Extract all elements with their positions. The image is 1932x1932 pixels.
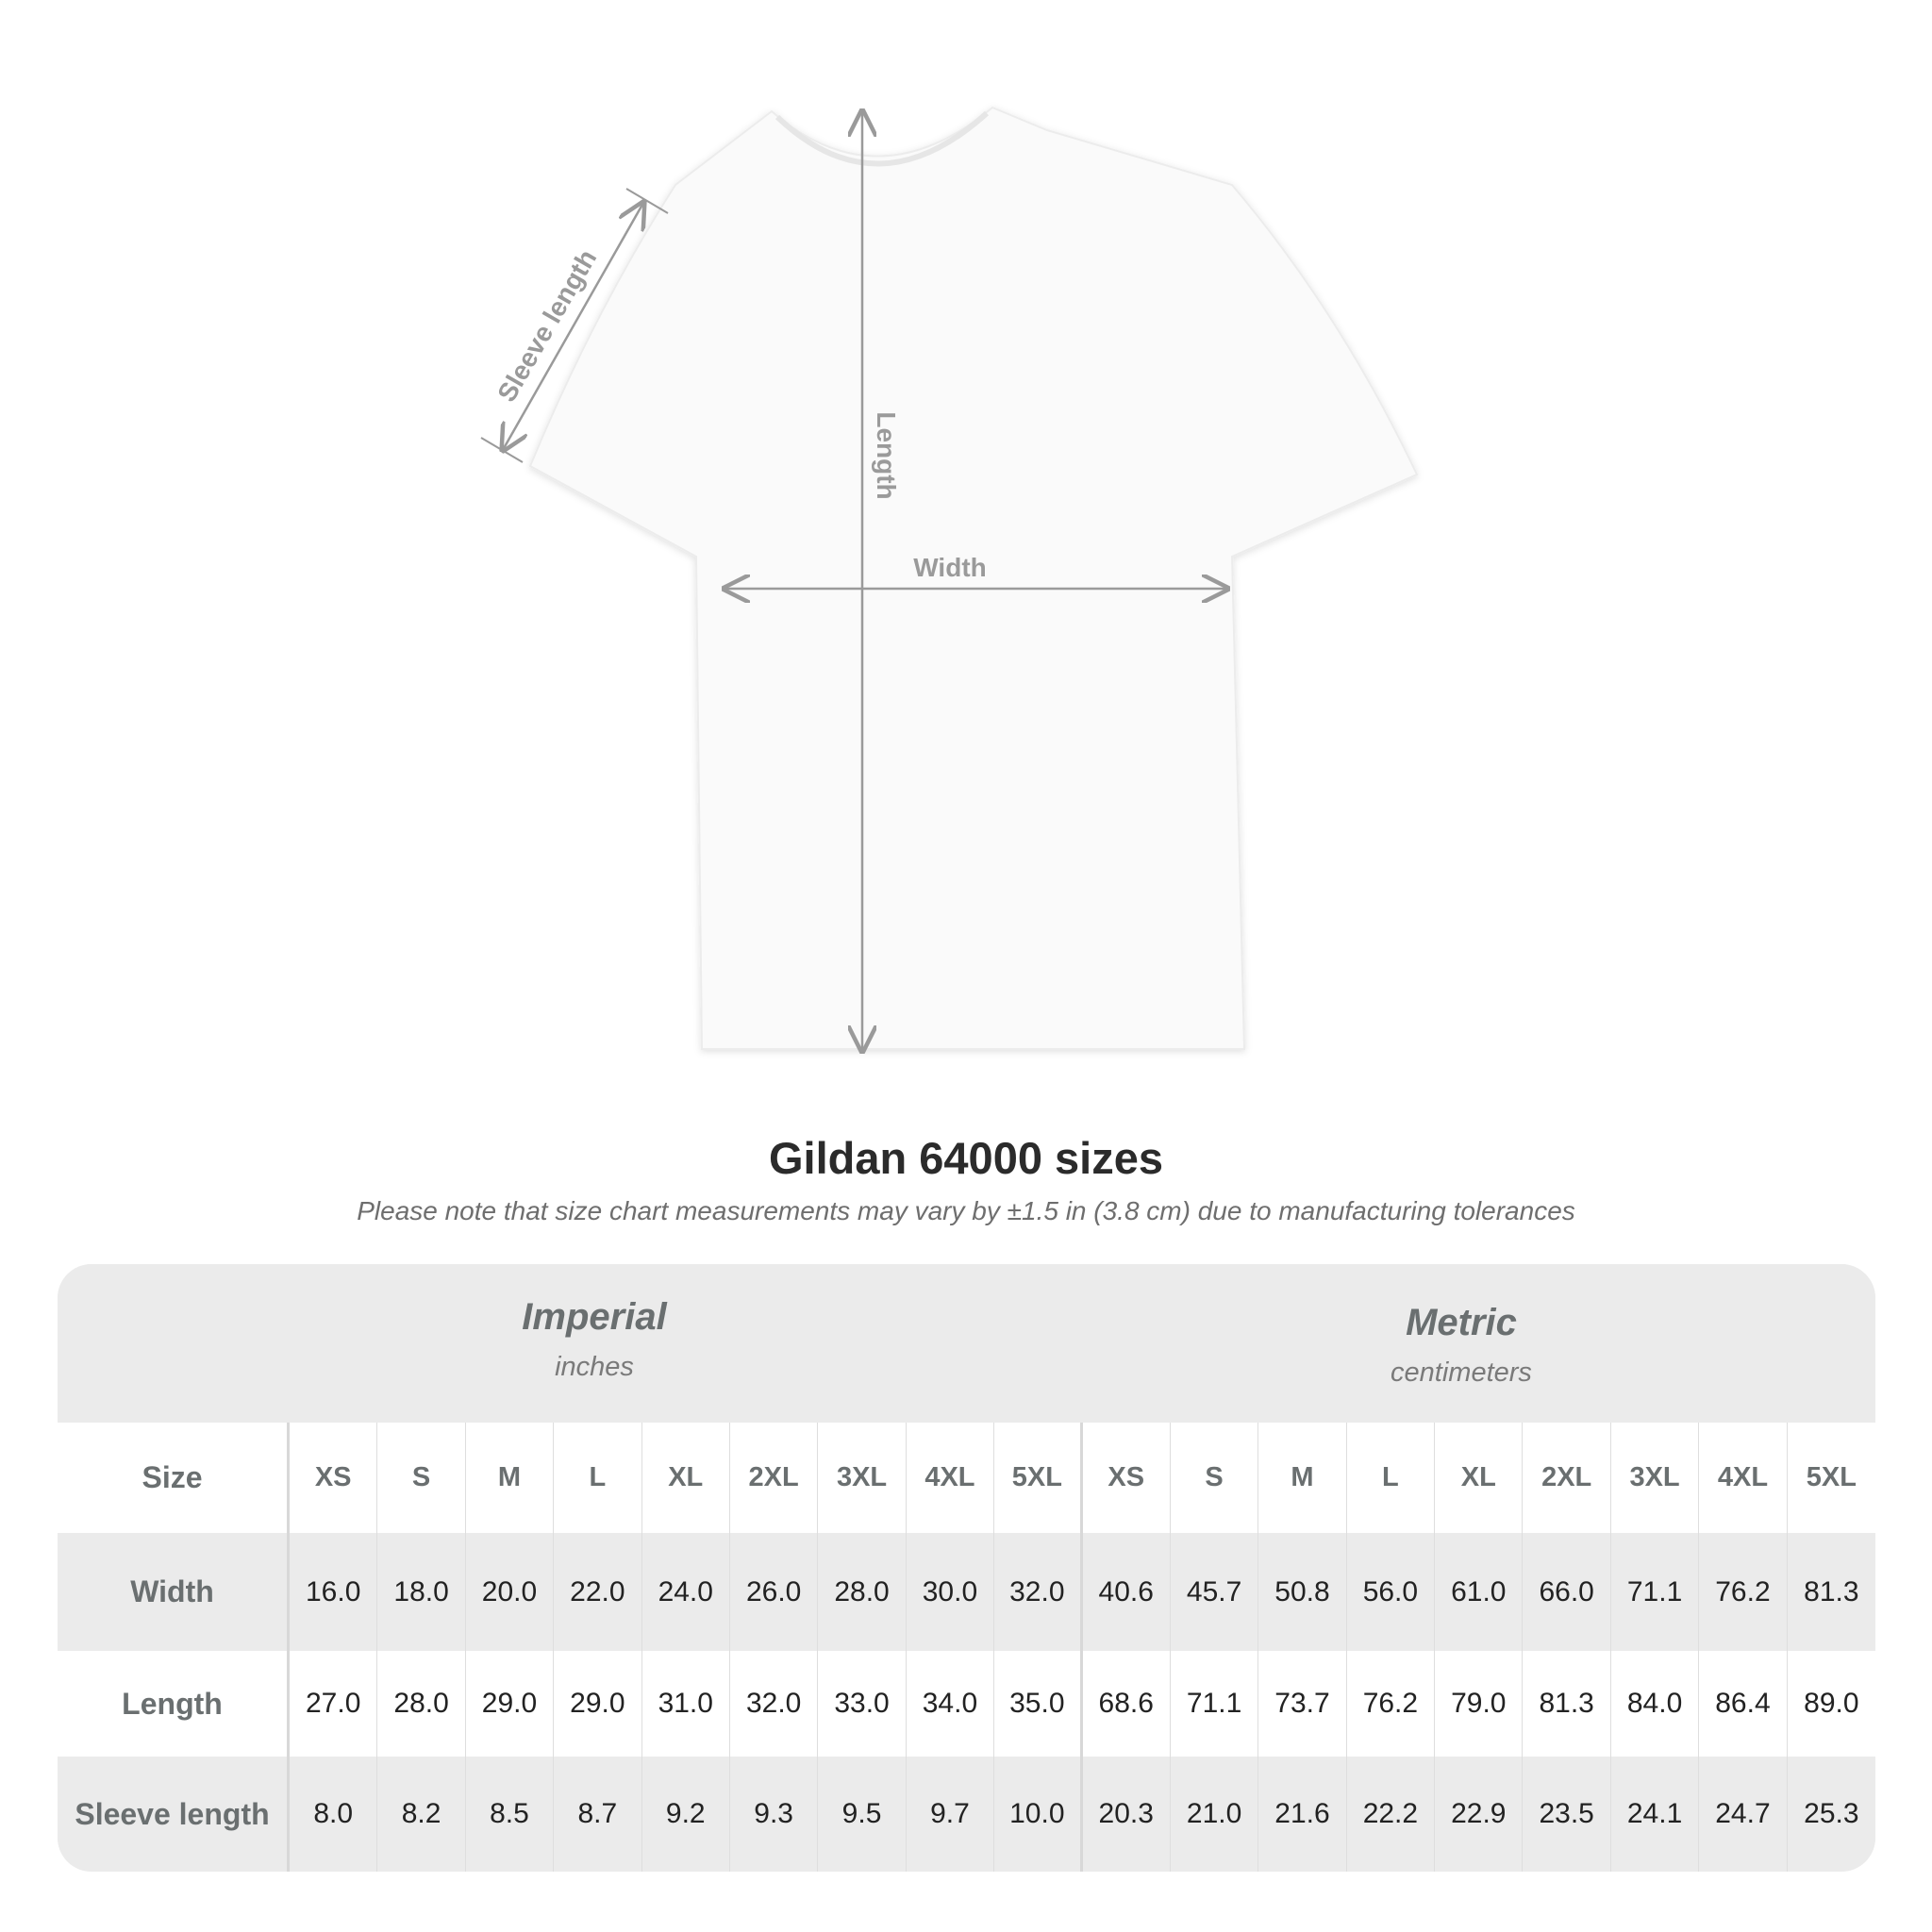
value-cell: 21.6: [1258, 1757, 1347, 1872]
value-cell: 9.7: [907, 1757, 995, 1872]
value-cell: 20.3: [1083, 1757, 1171, 1872]
sleeve-tick-bottom: [480, 437, 524, 463]
value-cell: 56.0: [1347, 1533, 1436, 1651]
value-cell: 71.1: [1171, 1651, 1259, 1757]
value-cell: 35.0: [994, 1651, 1083, 1757]
metric-title: Metric: [1406, 1302, 1517, 1343]
value-cell: 34.0: [907, 1651, 995, 1757]
value-cell: 27.0: [290, 1651, 378, 1757]
tshirt-collar: [774, 110, 990, 167]
size-header-cell: 5XL: [994, 1423, 1083, 1533]
value-cell: 18.0: [377, 1533, 466, 1651]
value-cell: 73.7: [1258, 1651, 1347, 1757]
imperial-unit: inches: [555, 1352, 634, 1382]
value-cell: 9.5: [818, 1757, 907, 1872]
value-cell: 81.3: [1804, 1575, 1859, 1607]
tshirt-diagram: Length Width Sleeve length: [480, 106, 1419, 1094]
size-header-cell: S: [1171, 1423, 1259, 1533]
value-cell: 29.0: [466, 1651, 555, 1757]
value-cell: 40.6: [1083, 1533, 1171, 1651]
value-cell: 22.9: [1435, 1757, 1524, 1872]
value-cell: 86.4: [1699, 1651, 1788, 1757]
length-label: Length: [872, 411, 901, 499]
tolerance-note: Please note that size chart measurements…: [357, 1196, 1575, 1225]
table-row: Width 16.0 18.0 20.0 22.0 24.0 26.0 28.0 30.0 32.…: [58, 1533, 1875, 1651]
value-cell: 79.0: [1435, 1651, 1524, 1757]
value-cell: 84.0: [1611, 1651, 1700, 1757]
value-cell: 22.0: [554, 1533, 642, 1651]
unit-header: Imperial inches Metric centimeters: [58, 1264, 1875, 1423]
size-header-cell: 5XL: [1806, 1462, 1857, 1492]
size-header-cell: 4XL: [907, 1423, 995, 1533]
size-header-cell: L: [554, 1423, 642, 1533]
width-label: Width: [913, 553, 987, 582]
size-header-cell: XS: [290, 1423, 378, 1533]
value-cell: 21.0: [1171, 1757, 1259, 1872]
value-cell: 22.2: [1347, 1757, 1436, 1872]
size-header-cell: XL: [642, 1423, 730, 1533]
value-cell: 61.0: [1435, 1533, 1524, 1651]
size-header-cell: L: [1347, 1423, 1436, 1533]
value-cell: 76.2: [1699, 1533, 1788, 1651]
value-cell: 9.2: [642, 1757, 730, 1872]
imperial-title: Imperial: [522, 1296, 667, 1338]
value-cell: 20.0: [466, 1533, 555, 1651]
size-header-cell: 2XL: [1523, 1423, 1611, 1533]
value-cell: 45.7: [1171, 1533, 1259, 1651]
size-header-cell: S: [377, 1423, 466, 1533]
row-label: Length: [58, 1651, 290, 1757]
row-label: Sleeve length: [58, 1757, 290, 1872]
value-cell: 66.0: [1523, 1533, 1611, 1651]
table-row: Sleeve length 8.0 8.2 8.5 8.7 9.2 9.3 9.5 9.7 10.…: [58, 1757, 1875, 1872]
size-header-cell: M: [466, 1423, 555, 1533]
imperial-header: Imperial inches: [264, 1296, 924, 1383]
row-label: Width: [58, 1533, 290, 1651]
value-cell: 30.0: [907, 1533, 995, 1651]
value-cell: 24.7: [1699, 1757, 1788, 1872]
value-cell: 29.0: [554, 1651, 642, 1757]
value-cell: 23.5: [1523, 1757, 1611, 1872]
table-row: Length 27.0 28.0 29.0 29.0 31.0 32.0 33.0 34.0 35…: [58, 1651, 1875, 1757]
size-header-cell: 2XL: [730, 1423, 819, 1533]
metric-header: Metric centimeters: [1131, 1302, 1791, 1389]
value-cell: 16.0: [290, 1533, 378, 1651]
value-cell: 10.0: [994, 1757, 1083, 1872]
value-cell: 26.0: [730, 1533, 819, 1651]
value-cell: 71.1: [1611, 1533, 1700, 1651]
sleeve-tick-top: [625, 188, 669, 214]
page-title: Gildan 64000 sizes: [768, 1133, 1164, 1183]
value-cell: 32.0: [730, 1651, 819, 1757]
value-cell: 28.0: [377, 1651, 466, 1757]
value-cell: 76.2: [1347, 1651, 1436, 1757]
value-cell: 25.3: [1804, 1798, 1859, 1829]
value-cell: 31.0: [642, 1651, 730, 1757]
size-header-cell: 3XL: [818, 1423, 907, 1533]
value-cell: 8.0: [290, 1757, 378, 1872]
value-cell: 33.0: [818, 1651, 907, 1757]
value-cell: 8.7: [554, 1757, 642, 1872]
value-cell: 68.6: [1083, 1651, 1171, 1757]
size-header-row: Size XS S M L XL 2XL 3XL 4XL 5XL XS S M L XL 2XL 3XL 4XL 5…: [58, 1423, 1875, 1533]
sleeve-measure-line: [503, 203, 643, 450]
value-cell: 50.8: [1258, 1533, 1347, 1651]
value-cell: 81.3: [1523, 1651, 1611, 1757]
size-header-cell: 3XL: [1611, 1423, 1700, 1533]
row-label: Size: [58, 1423, 290, 1533]
value-cell: 9.3: [730, 1757, 819, 1872]
value-cell: 32.0: [994, 1533, 1083, 1651]
value-cell: 28.0: [818, 1533, 907, 1651]
value-cell: 8.2: [377, 1757, 466, 1872]
value-cell: 8.5: [466, 1757, 555, 1872]
value-cell: 24.1: [1611, 1757, 1700, 1872]
size-table: Imperial inches Metric centimeters Size X…: [58, 1264, 1875, 1872]
size-header-cell: 4XL: [1699, 1423, 1788, 1533]
size-header-cell: XL: [1435, 1423, 1524, 1533]
metric-unit: centimeters: [1391, 1357, 1532, 1388]
size-header-cell: M: [1258, 1423, 1347, 1533]
value-cell: 24.0: [642, 1533, 730, 1651]
value-cell: 89.0: [1804, 1688, 1859, 1719]
size-header-cell: XS: [1083, 1423, 1171, 1533]
